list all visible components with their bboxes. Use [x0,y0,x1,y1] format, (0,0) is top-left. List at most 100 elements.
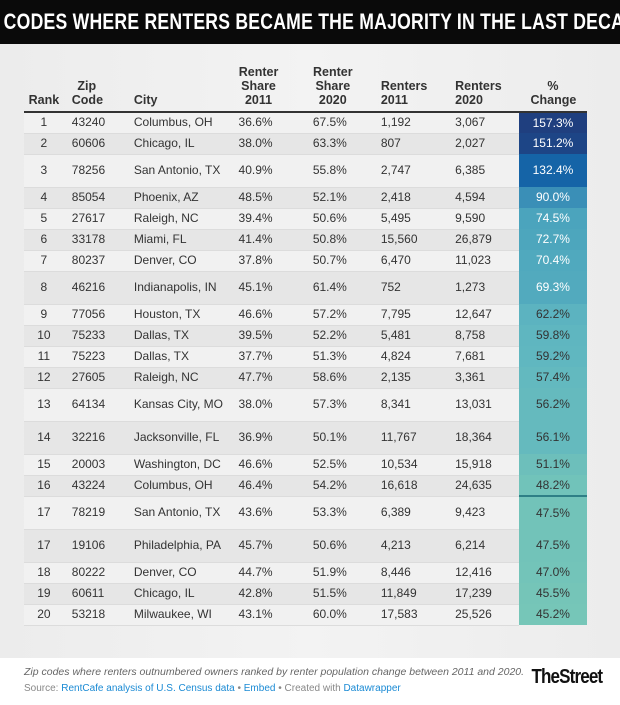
table-row: 12 27605 Raleigh, NC 47.7% 58.6% 2,135 3,361 57… [24,367,587,389]
cell-pct-change: 45.5% [518,583,587,604]
header-rank[interactable]: Rank [24,52,64,113]
cell-renters-2011: 2,135 [380,367,456,389]
cell-rank: 5 [24,208,64,230]
cell-pct-change: 70.4% [518,250,587,271]
cell-share-2011: 37.7% [238,346,313,368]
cell-share-2020: 51.9% [312,562,381,584]
source-line: Source: RentCafe analysis of U.S. Census… [24,683,596,694]
title-bar: ZIP CODES WHERE RENTERS BECAME THE MAJOR… [0,0,620,44]
cell-renters-2011: 10,534 [380,454,456,476]
table-row: 20 53218 Milwaukee, WI 43.1% 60.0% 17,583 25,5… [24,604,587,626]
footer: Zip codes where renters outnumbered owne… [0,658,620,694]
cell-city: Dallas, TX [133,346,239,368]
cell-rank: 6 [24,229,64,251]
cell-rank: 16 [24,475,64,497]
cell-renters-2020: 9,423 [455,496,519,530]
cell-renters-2020: 12,647 [455,304,519,326]
cell-renters-2020: 2,027 [455,133,519,155]
cell-share-2020: 50.6% [312,529,381,563]
cell-share-2011: 39.4% [238,208,313,230]
table-row: 15 20003 Washington, DC 46.6% 52.5% 10,534 15,… [24,454,587,476]
cell-rank: 17 [24,496,64,530]
cell-city: Milwaukee, WI [133,604,239,626]
cell-pct-change: 157.3% [518,112,587,133]
cell-renters-2011: 1,192 [380,112,456,134]
header-share-2020[interactable]: Renter Share 2020 [312,52,381,113]
cell-share-2011: 45.7% [238,529,313,563]
cell-share-2020: 60.0% [312,604,381,626]
cell-renters-2020: 6,385 [455,154,519,188]
cell-zip: 53218 [63,604,134,626]
cell-pct-change: 47.5% [518,529,587,562]
cell-zip: 19106 [63,529,134,563]
embed-link[interactable]: Embed [243,683,276,694]
cell-pct-change: 57.4% [518,367,587,388]
cell-city: Columbus, OH [133,112,239,134]
table-row: 18 80222 Denver, CO 44.7% 51.9% 8,446 12,416 47… [24,562,587,584]
cell-pct-change: 69.3% [518,271,587,304]
cell-pct-change: 51.1% [518,454,587,475]
header-zip[interactable]: Zip Code [63,52,134,113]
cell-zip: 33178 [63,229,134,251]
table-row: 3 78256 San Antonio, TX 40.9% 55.8% 2,747 6,38… [24,154,587,188]
cell-pct-change: 48.2% [518,475,587,497]
cell-share-2011: 39.5% [238,325,313,347]
header-row: Rank Zip Code City Renter Share 2011 Ren… [24,52,587,113]
cell-renters-2011: 5,481 [380,325,456,347]
header-pct-change[interactable]: % Change [518,52,587,113]
source-link[interactable]: RentCafe analysis of U.S. Census data [61,683,235,694]
cell-renters-2011: 15,560 [380,229,456,251]
cell-share-2011: 47.7% [238,367,313,389]
cell-rank: 4 [24,187,64,209]
cell-zip: 60611 [63,583,134,605]
cell-share-2011: 45.1% [238,271,313,305]
cell-zip: 60606 [63,133,134,155]
cell-zip: 78219 [63,496,134,530]
cell-renters-2011: 752 [380,271,456,305]
cell-share-2011: 46.4% [238,475,313,497]
header-renters-2011[interactable]: Renters 2011 [380,52,456,113]
cell-renters-2020: 3,067 [455,112,519,134]
data-table: Rank Zip Code City Renter Share 2011 Ren… [24,52,587,626]
cell-share-2011: 42.8% [238,583,313,605]
cell-city: Denver, CO [133,562,239,584]
header-city[interactable]: City [133,52,239,113]
cell-renters-2011: 4,824 [380,346,456,368]
cell-renters-2011: 6,389 [380,496,456,530]
cell-city: Chicago, IL [133,583,239,605]
table-row: 2 60606 Chicago, IL 38.0% 63.3% 807 2,027 151.2… [24,133,587,155]
datawrapper-link[interactable]: Datawrapper [343,683,401,694]
table-panel: Rank Zip Code City Renter Share 2011 Ren… [0,44,620,658]
cell-pct-change: 45.2% [518,604,587,625]
cell-city: Denver, CO [133,250,239,272]
cell-renters-2020: 8,758 [455,325,519,347]
cell-rank: 14 [24,421,64,455]
cell-pct-change: 132.4% [518,154,587,187]
cell-share-2020: 54.2% [312,475,381,497]
cell-share-2020: 52.5% [312,454,381,476]
cell-rank: 19 [24,583,64,605]
cell-pct-change: 56.1% [518,421,587,454]
cell-zip: 78256 [63,154,134,188]
cell-pct-change: 151.2% [518,133,587,154]
cell-share-2011: 40.9% [238,154,313,188]
cell-renters-2020: 1,273 [455,271,519,305]
cell-share-2020: 57.3% [312,388,381,422]
cell-pct-change: 47.5% [518,496,587,529]
header-share-2011[interactable]: Renter Share 2011 [238,52,313,113]
cell-share-2020: 53.3% [312,496,381,530]
header-renters-2020[interactable]: Renters 2020 [455,52,519,113]
cell-zip: 80237 [63,250,134,272]
cell-renters-2011: 16,618 [380,475,456,497]
table-row: 4 85054 Phoenix, AZ 48.5% 52.1% 2,418 4,594 90.… [24,187,587,209]
cell-zip: 64134 [63,388,134,422]
cell-renters-2020: 11,023 [455,250,519,272]
separator: • [278,683,282,694]
cell-rank: 7 [24,250,64,272]
cell-city: Kansas City, MO [133,388,239,422]
cell-renters-2020: 17,239 [455,583,519,605]
cell-share-2011: 43.6% [238,496,313,530]
cell-city: Raleigh, NC [133,367,239,389]
cell-city: Indianapolis, IN [133,271,239,305]
table-row: 1 43240 Columbus, OH 36.6% 67.5% 1,192 3,067 15… [24,112,587,134]
